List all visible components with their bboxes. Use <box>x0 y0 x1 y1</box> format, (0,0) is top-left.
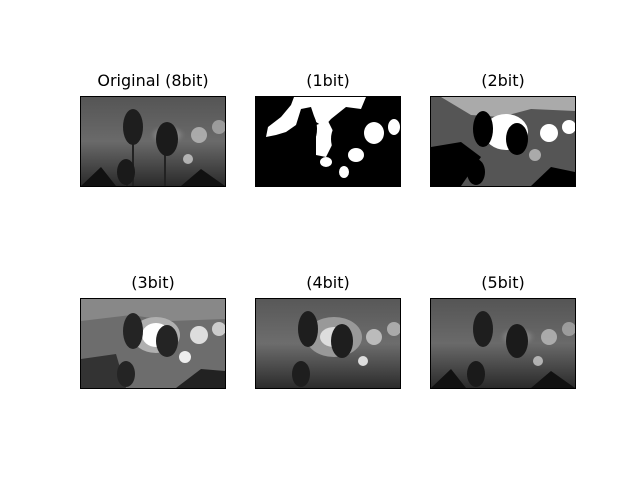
panel-title: (4bit) <box>306 273 350 292</box>
panel-4bit: (4bit) <box>255 273 401 389</box>
panel-title: (2bit) <box>481 71 525 90</box>
image-frame <box>80 96 226 187</box>
tulip-image-3bit <box>81 299 225 388</box>
tulip-image-5bit <box>431 299 575 388</box>
panel-original: Original (8bit) <box>80 71 226 187</box>
panel-5bit: (5bit) <box>430 273 576 389</box>
panel-3bit: (3bit) <box>80 273 226 389</box>
panel-1bit: (1bit) <box>255 71 401 187</box>
panel-title: (1bit) <box>306 71 350 90</box>
tulip-image-1bit <box>256 97 400 186</box>
image-frame <box>255 96 401 187</box>
image-frame <box>80 298 226 389</box>
panel-title: (5bit) <box>481 273 525 292</box>
panel-title: Original (8bit) <box>97 71 209 90</box>
tulip-image-8bit <box>81 97 225 186</box>
panel-2bit: (2bit) <box>430 71 576 187</box>
image-frame <box>255 298 401 389</box>
image-frame <box>430 96 576 187</box>
panel-title: (3bit) <box>131 273 175 292</box>
tulip-image-4bit <box>256 299 400 388</box>
tulip-image-2bit <box>431 97 575 186</box>
image-frame <box>430 298 576 389</box>
